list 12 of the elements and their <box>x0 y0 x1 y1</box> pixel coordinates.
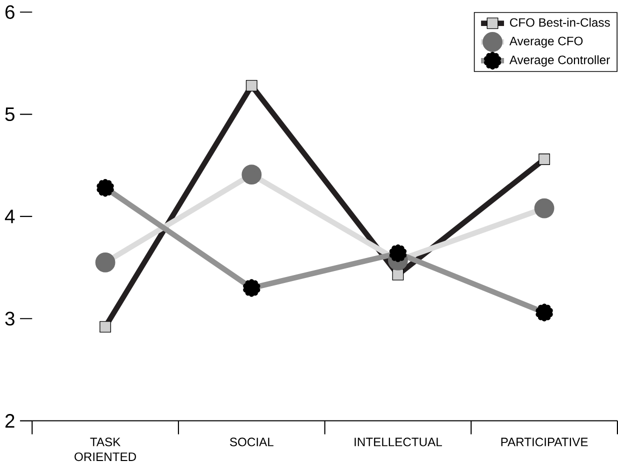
x-tick-label: PARTICIPATIVE <box>501 438 588 446</box>
x-tick-label: TASK ORIENTED <box>74 438 136 462</box>
legend-label: Average CFO <box>509 36 583 48</box>
y-tick-label: 2 <box>5 414 14 428</box>
y-tick-label: 4 <box>4 210 15 224</box>
x-tick-label: INTELLECTUAL <box>354 438 442 446</box>
y-tick-label: 5 <box>5 108 14 122</box>
legend-label: Average Controller <box>509 56 610 67</box>
legend-label: CFO Best-in-Class <box>510 18 610 28</box>
y-tick-label: 3 <box>5 312 14 326</box>
x-tick-label: SOCIAL <box>230 438 274 446</box>
y-tick-label: 6 <box>5 5 14 20</box>
